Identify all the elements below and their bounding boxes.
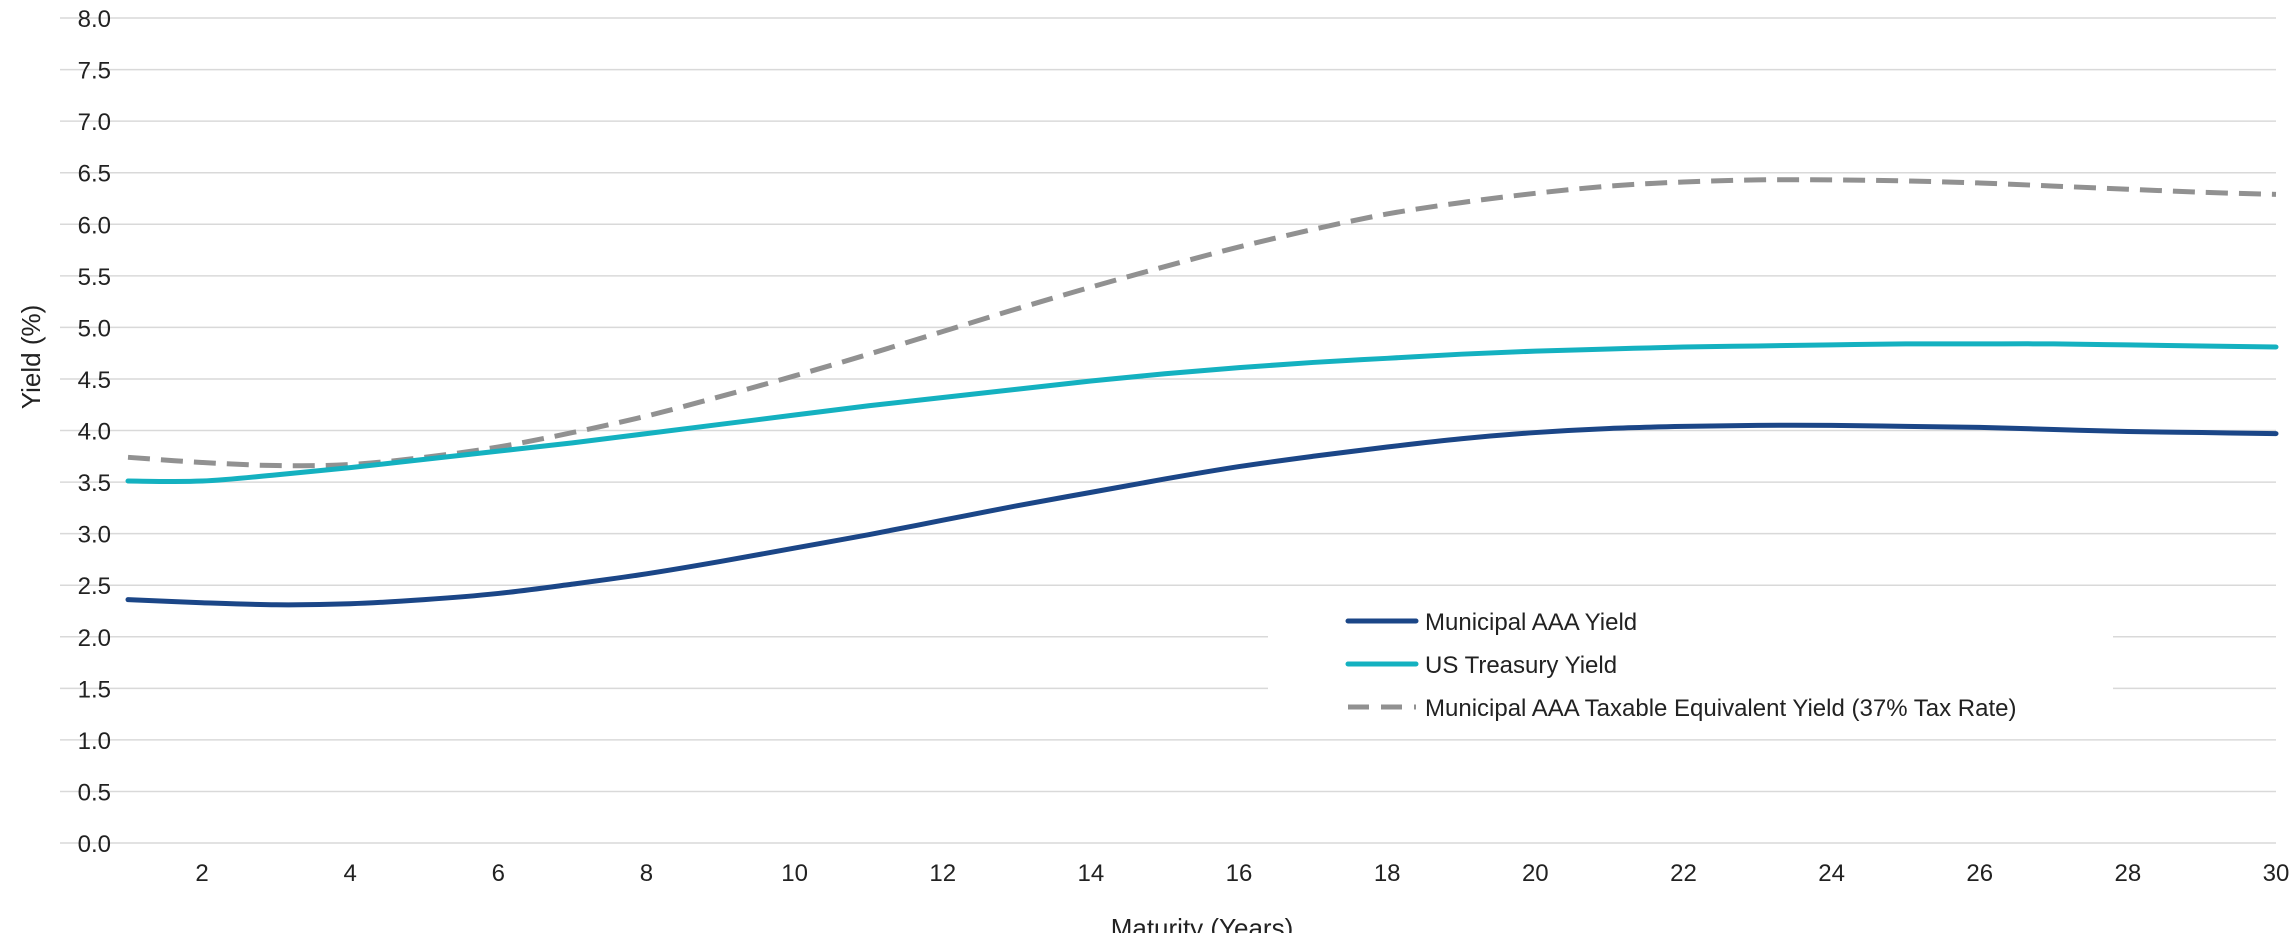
y-tick-label: 4.5 [78, 367, 111, 394]
legend: Municipal AAA Yield US Treasury Yield Muni… [1268, 590, 2113, 722]
y-tick-label: 1.5 [78, 676, 111, 703]
x-tick-label: 2 [195, 860, 208, 887]
y-axis-label: Yield (%) [16, 305, 46, 410]
legend-label: Municipal AAA Yield [1425, 609, 1637, 636]
series-line-municipal-aaa-taxable-equivalent-yield-37-tax-rate [127, 177, 2277, 469]
x-tick-label: 10 [781, 860, 808, 887]
y-tick-label: 0.0 [78, 831, 111, 858]
legend-item: US Treasury Yield [1345, 652, 1617, 679]
y-tick-label: 6.5 [78, 161, 111, 188]
grid-lines [60, 17, 2276, 844]
y-tick-label: 8.0 [78, 6, 111, 33]
legend-item: Municipal AAA Taxable Equivalent Yield (… [1348, 695, 2016, 722]
x-tick-label: 8 [640, 860, 653, 887]
y-tick-label: 6.0 [78, 212, 111, 239]
y-tick-label: 1.0 [78, 728, 111, 755]
legend-label: US Treasury Yield [1425, 652, 1617, 679]
y-tick-label: 7.5 [78, 58, 111, 85]
legend-background [1268, 590, 2113, 710]
y-tick-label: 5.0 [78, 315, 111, 342]
series-line-us-treasury-yield [125, 341, 2279, 484]
x-tick-label: 16 [1226, 860, 1253, 887]
x-tick-label: 12 [929, 860, 956, 887]
x-axis-label: Maturity (Years) [1111, 913, 1294, 933]
x-tick-label: 20 [1522, 860, 1549, 887]
x-tick-label: 14 [1078, 860, 1105, 887]
series-line-municipal-aaa-yield [125, 422, 2279, 608]
legend-item: Municipal AAA Yield [1345, 609, 1637, 636]
y-tick-label: 4.0 [78, 419, 111, 446]
legend-label: Municipal AAA Taxable Equivalent Yield (… [1425, 695, 2016, 722]
x-tick-label: 28 [2115, 860, 2142, 887]
x-tick-label: 6 [492, 860, 505, 887]
y-tick-label: 2.0 [78, 625, 111, 652]
y-tick-label: 7.0 [78, 109, 111, 136]
y-tick-label: 0.5 [78, 779, 111, 806]
x-tick-label: 4 [344, 860, 357, 887]
y-tick-label: 3.0 [78, 522, 111, 549]
axes: 0.0 0.5 1.0 1.5 2.0 2.5 3.0 3.5 4.0 4.5 5.0 5.5 6.0 6… [78, 6, 2290, 887]
y-tick-label: 2.5 [78, 573, 111, 600]
y-tick-label: 3.5 [78, 470, 111, 497]
x-tick-label: 24 [1818, 860, 1845, 887]
axis-labels: Maturity (Years) Yield (%) [16, 305, 1294, 938]
x-tick-label: 18 [1374, 860, 1401, 887]
x-tick-label: 22 [1670, 860, 1697, 887]
y-tick-label: 5.5 [78, 264, 111, 291]
x-tick-label: 30 [2263, 860, 2290, 887]
series-lines [125, 177, 2279, 608]
x-tick-label: 26 [1966, 860, 1993, 887]
